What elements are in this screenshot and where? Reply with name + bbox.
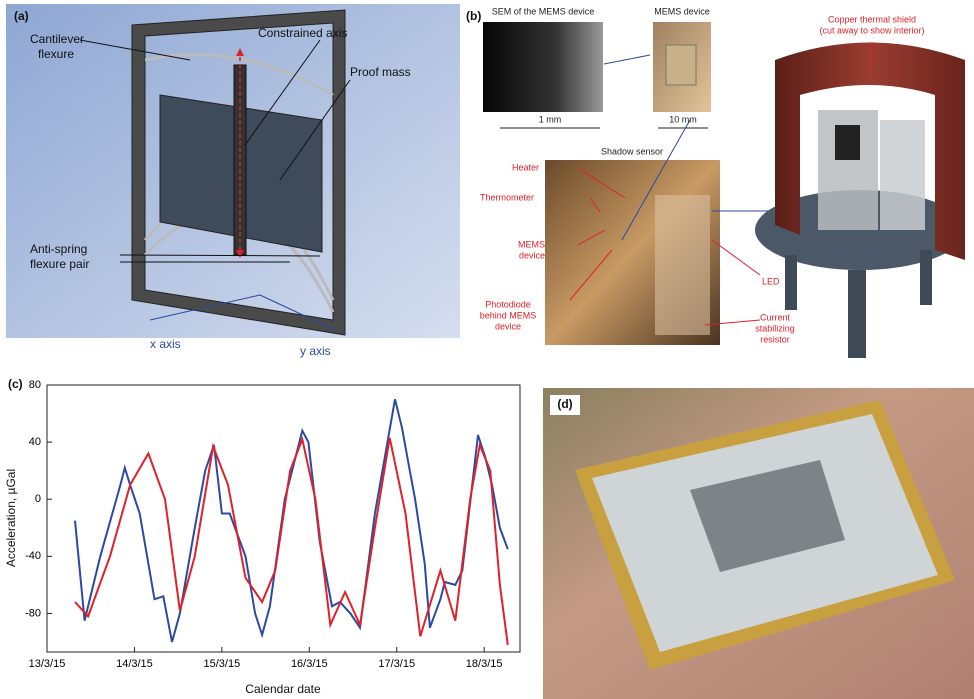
panel-d: (d) (543, 388, 974, 699)
annotation: LED (762, 276, 780, 286)
x-tick-label: 13/3/15 (29, 658, 66, 670)
link-arrow (604, 55, 650, 64)
annotation: stabilizing (755, 323, 795, 333)
x-tick-label: 18/3/15 (466, 658, 503, 670)
panel-c: (c) Calendar date Acceleration, µGal -80… (4, 377, 520, 696)
x-tick-label: 16/3/15 (291, 658, 328, 670)
panel-a: (a) Cantilever flexure Constrained axis … (6, 4, 460, 358)
image-title: Shadow sensor (601, 146, 663, 156)
leg (785, 255, 797, 310)
annotation: (cut away to show interior) (819, 25, 924, 35)
page: (a) Cantilever flexure Constrained axis … (0, 0, 974, 699)
panel-label: (b) (466, 9, 481, 23)
annotation: flexure pair (30, 257, 89, 271)
leg (920, 250, 932, 305)
annotation: Current (760, 312, 791, 322)
data-line (75, 438, 508, 645)
y-tick-label: -40 (25, 550, 41, 562)
x-axis-label: Calendar date (245, 682, 321, 696)
panel-label: (c) (8, 377, 23, 391)
annotation: flexure (38, 47, 74, 61)
annotation: behind MEMS (480, 310, 537, 320)
y-tick-label: 80 (29, 379, 41, 391)
panel-label: (a) (14, 9, 29, 23)
image-title: MEMS device (654, 6, 710, 16)
data-line (75, 399, 508, 642)
annotation: device (495, 321, 521, 331)
annotation: Thermometer (480, 192, 534, 202)
annotation: Proof mass (350, 65, 411, 79)
annotation: Photodiode (485, 299, 531, 309)
annotation: Cantilever (30, 32, 84, 46)
annotation: device (519, 250, 545, 260)
figure: (a) Cantilever flexure Constrained axis … (0, 0, 974, 699)
scale-label: 10 mm (669, 114, 697, 124)
panel-b: (b) SEM of the MEMS device MEMS device 1… (466, 6, 965, 358)
image-title: SEM of the MEMS device (492, 6, 595, 16)
sensor-block (880, 120, 925, 230)
annotation: y axis (300, 344, 331, 358)
y-tick-label: 40 (29, 436, 41, 448)
y-axis-label: Acceleration, µGal (4, 469, 18, 567)
y-tick-label: -80 (25, 607, 41, 619)
mems-die (666, 45, 696, 85)
x-tick-label: 14/3/15 (116, 658, 153, 670)
annotation: x axis (150, 337, 181, 351)
y-tick-label: 0 (35, 493, 41, 505)
led-block (655, 195, 710, 335)
annotation: Heater (512, 162, 539, 172)
mems-chip (835, 125, 860, 160)
annotation: Constrained axis (258, 26, 347, 40)
x-tick-label: 15/3/15 (204, 658, 241, 670)
annotation: Copper thermal shield (828, 14, 916, 24)
annotation: resistor (760, 334, 790, 344)
leg (848, 270, 866, 358)
sem-image (483, 22, 603, 112)
scale-label: 1 mm (539, 114, 562, 124)
x-tick-label: 17/3/15 (378, 658, 415, 670)
panel-label: (d) (557, 397, 572, 411)
annotation: MEMS (518, 239, 545, 249)
annotation: Anti-spring (30, 242, 87, 256)
